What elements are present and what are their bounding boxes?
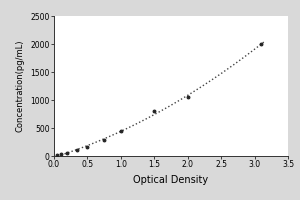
X-axis label: Optical Density: Optical Density bbox=[134, 175, 208, 185]
Y-axis label: Concentration(pg/mL): Concentration(pg/mL) bbox=[16, 40, 25, 132]
